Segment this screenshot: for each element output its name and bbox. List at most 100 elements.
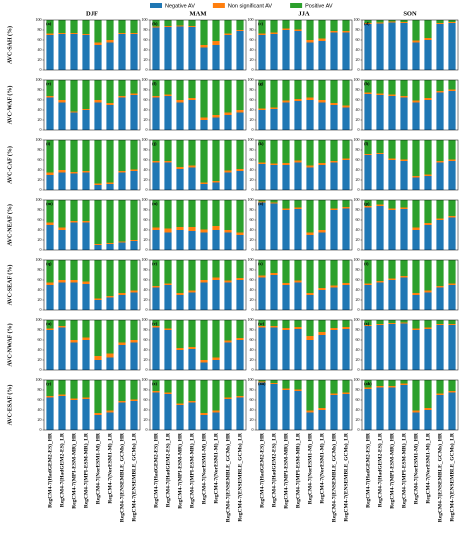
bar-segment bbox=[94, 102, 102, 130]
bar-segment bbox=[130, 93, 138, 95]
x-tick-label: RegCM4-7(ENSEMBLE_GCMs)_HR bbox=[118, 432, 125, 522]
bar-segment bbox=[306, 235, 314, 250]
y-tick-label: 40 bbox=[144, 347, 148, 352]
bar-segment bbox=[82, 221, 90, 223]
y-tick-label: 60 bbox=[38, 37, 42, 42]
x-tick-label: RegCM4-7(ENSEMBLE_GCMs)_LR bbox=[448, 432, 455, 522]
bar-segment bbox=[176, 200, 184, 227]
region-label: AVC-WAF (%) bbox=[6, 86, 13, 125]
y-tick-label: 80 bbox=[144, 87, 148, 92]
bar-segment bbox=[282, 328, 290, 330]
bar-segment bbox=[70, 112, 78, 130]
bar-segment bbox=[270, 34, 278, 70]
bar-segment bbox=[200, 415, 208, 430]
bar-segment bbox=[94, 200, 102, 244]
bar-segment bbox=[376, 204, 384, 206]
y-tick-label: 20 bbox=[144, 417, 148, 422]
bar-segment bbox=[342, 380, 350, 393]
bar-segment bbox=[306, 40, 314, 43]
y-tick-label: 0 bbox=[252, 307, 254, 312]
bar-segment bbox=[330, 20, 338, 31]
bar-segment bbox=[376, 93, 384, 95]
bar-segment bbox=[318, 163, 326, 165]
bar-segment bbox=[118, 97, 126, 130]
y-tick-label: 0 bbox=[40, 367, 42, 372]
bar-segment bbox=[448, 22, 456, 23]
bar-segment bbox=[342, 107, 350, 130]
bar-segment bbox=[330, 80, 338, 103]
bar-segment bbox=[118, 293, 126, 295]
bar-segment bbox=[342, 140, 350, 159]
y-tick-label: 20 bbox=[250, 177, 254, 182]
bar-segment bbox=[306, 295, 314, 310]
bar-segment bbox=[200, 20, 208, 45]
bar-segment bbox=[118, 295, 126, 310]
panel-label: (r) bbox=[152, 261, 157, 266]
bar-segment bbox=[164, 140, 172, 161]
bar-segment bbox=[330, 287, 338, 310]
bar-segment bbox=[236, 320, 244, 338]
y-tick-label: 20 bbox=[356, 357, 360, 362]
y-tick-label: 100 bbox=[142, 197, 148, 202]
bar-segment bbox=[106, 297, 114, 310]
bar-segment bbox=[270, 109, 278, 130]
y-tick-label: 40 bbox=[250, 227, 254, 232]
bar-segment bbox=[258, 200, 266, 202]
y-tick-label: 0 bbox=[358, 367, 360, 372]
bar-segment bbox=[364, 20, 372, 23]
bar-segment bbox=[282, 102, 290, 130]
bar-segment bbox=[306, 336, 314, 340]
y-tick-label: 0 bbox=[358, 187, 360, 192]
panel-label: (s) bbox=[258, 261, 263, 266]
bar-segment bbox=[436, 393, 444, 395]
y-tick-label: 40 bbox=[144, 107, 148, 112]
y-tick-label: 20 bbox=[38, 117, 42, 122]
season-title: MAM bbox=[190, 10, 207, 17]
bar-segment bbox=[282, 388, 290, 390]
bar-segment bbox=[164, 200, 172, 229]
bar-segment bbox=[224, 170, 232, 173]
bar-segment bbox=[258, 327, 266, 370]
panel-frame bbox=[43, 139, 141, 191]
bar-segment bbox=[270, 320, 278, 326]
y-tick-label: 40 bbox=[144, 47, 148, 52]
panel-label: (x) bbox=[364, 321, 370, 326]
bar-segment bbox=[424, 200, 432, 223]
panel-frame bbox=[149, 139, 247, 191]
y-tick-label: 60 bbox=[144, 37, 148, 42]
y-tick-label: 100 bbox=[354, 137, 360, 142]
y-tick-label: 80 bbox=[38, 147, 42, 152]
bar-segment bbox=[188, 347, 196, 349]
bar-segment bbox=[176, 26, 184, 70]
bar-segment bbox=[70, 222, 78, 250]
bar-segment bbox=[82, 140, 90, 171]
x-tick-label: RegCM4-7(MPI-ESM-MR)_LR bbox=[188, 432, 195, 508]
x-tick-label: RegCM4-7(HadGEM2-ES)_LR bbox=[376, 432, 383, 507]
bar-segment bbox=[282, 208, 290, 210]
y-tick-label: 40 bbox=[356, 47, 360, 52]
bar-segment bbox=[306, 165, 314, 168]
panel-frame bbox=[361, 19, 459, 71]
bar-segment bbox=[46, 97, 54, 130]
bar-segment bbox=[94, 245, 102, 250]
bar-segment bbox=[306, 100, 314, 130]
bar-segment bbox=[436, 325, 444, 370]
bar-segment bbox=[118, 171, 126, 173]
y-tick-label: 100 bbox=[354, 317, 360, 322]
bar-segment bbox=[200, 140, 208, 183]
bar-segment bbox=[294, 80, 302, 99]
bar-segment bbox=[164, 320, 172, 329]
bar-segment bbox=[188, 401, 196, 403]
bar-segment bbox=[294, 31, 302, 70]
bar-segment bbox=[176, 140, 184, 167]
legend-swatch bbox=[212, 3, 225, 8]
bar-segment bbox=[236, 110, 244, 113]
panel-frame bbox=[43, 319, 141, 371]
y-tick-label: 80 bbox=[250, 87, 254, 92]
bar-segment bbox=[270, 202, 278, 204]
bar-segment bbox=[448, 283, 456, 285]
bar-segment bbox=[58, 34, 66, 70]
bar-segment bbox=[46, 396, 54, 398]
bar-segment bbox=[176, 100, 184, 103]
bar-segment bbox=[200, 117, 208, 120]
